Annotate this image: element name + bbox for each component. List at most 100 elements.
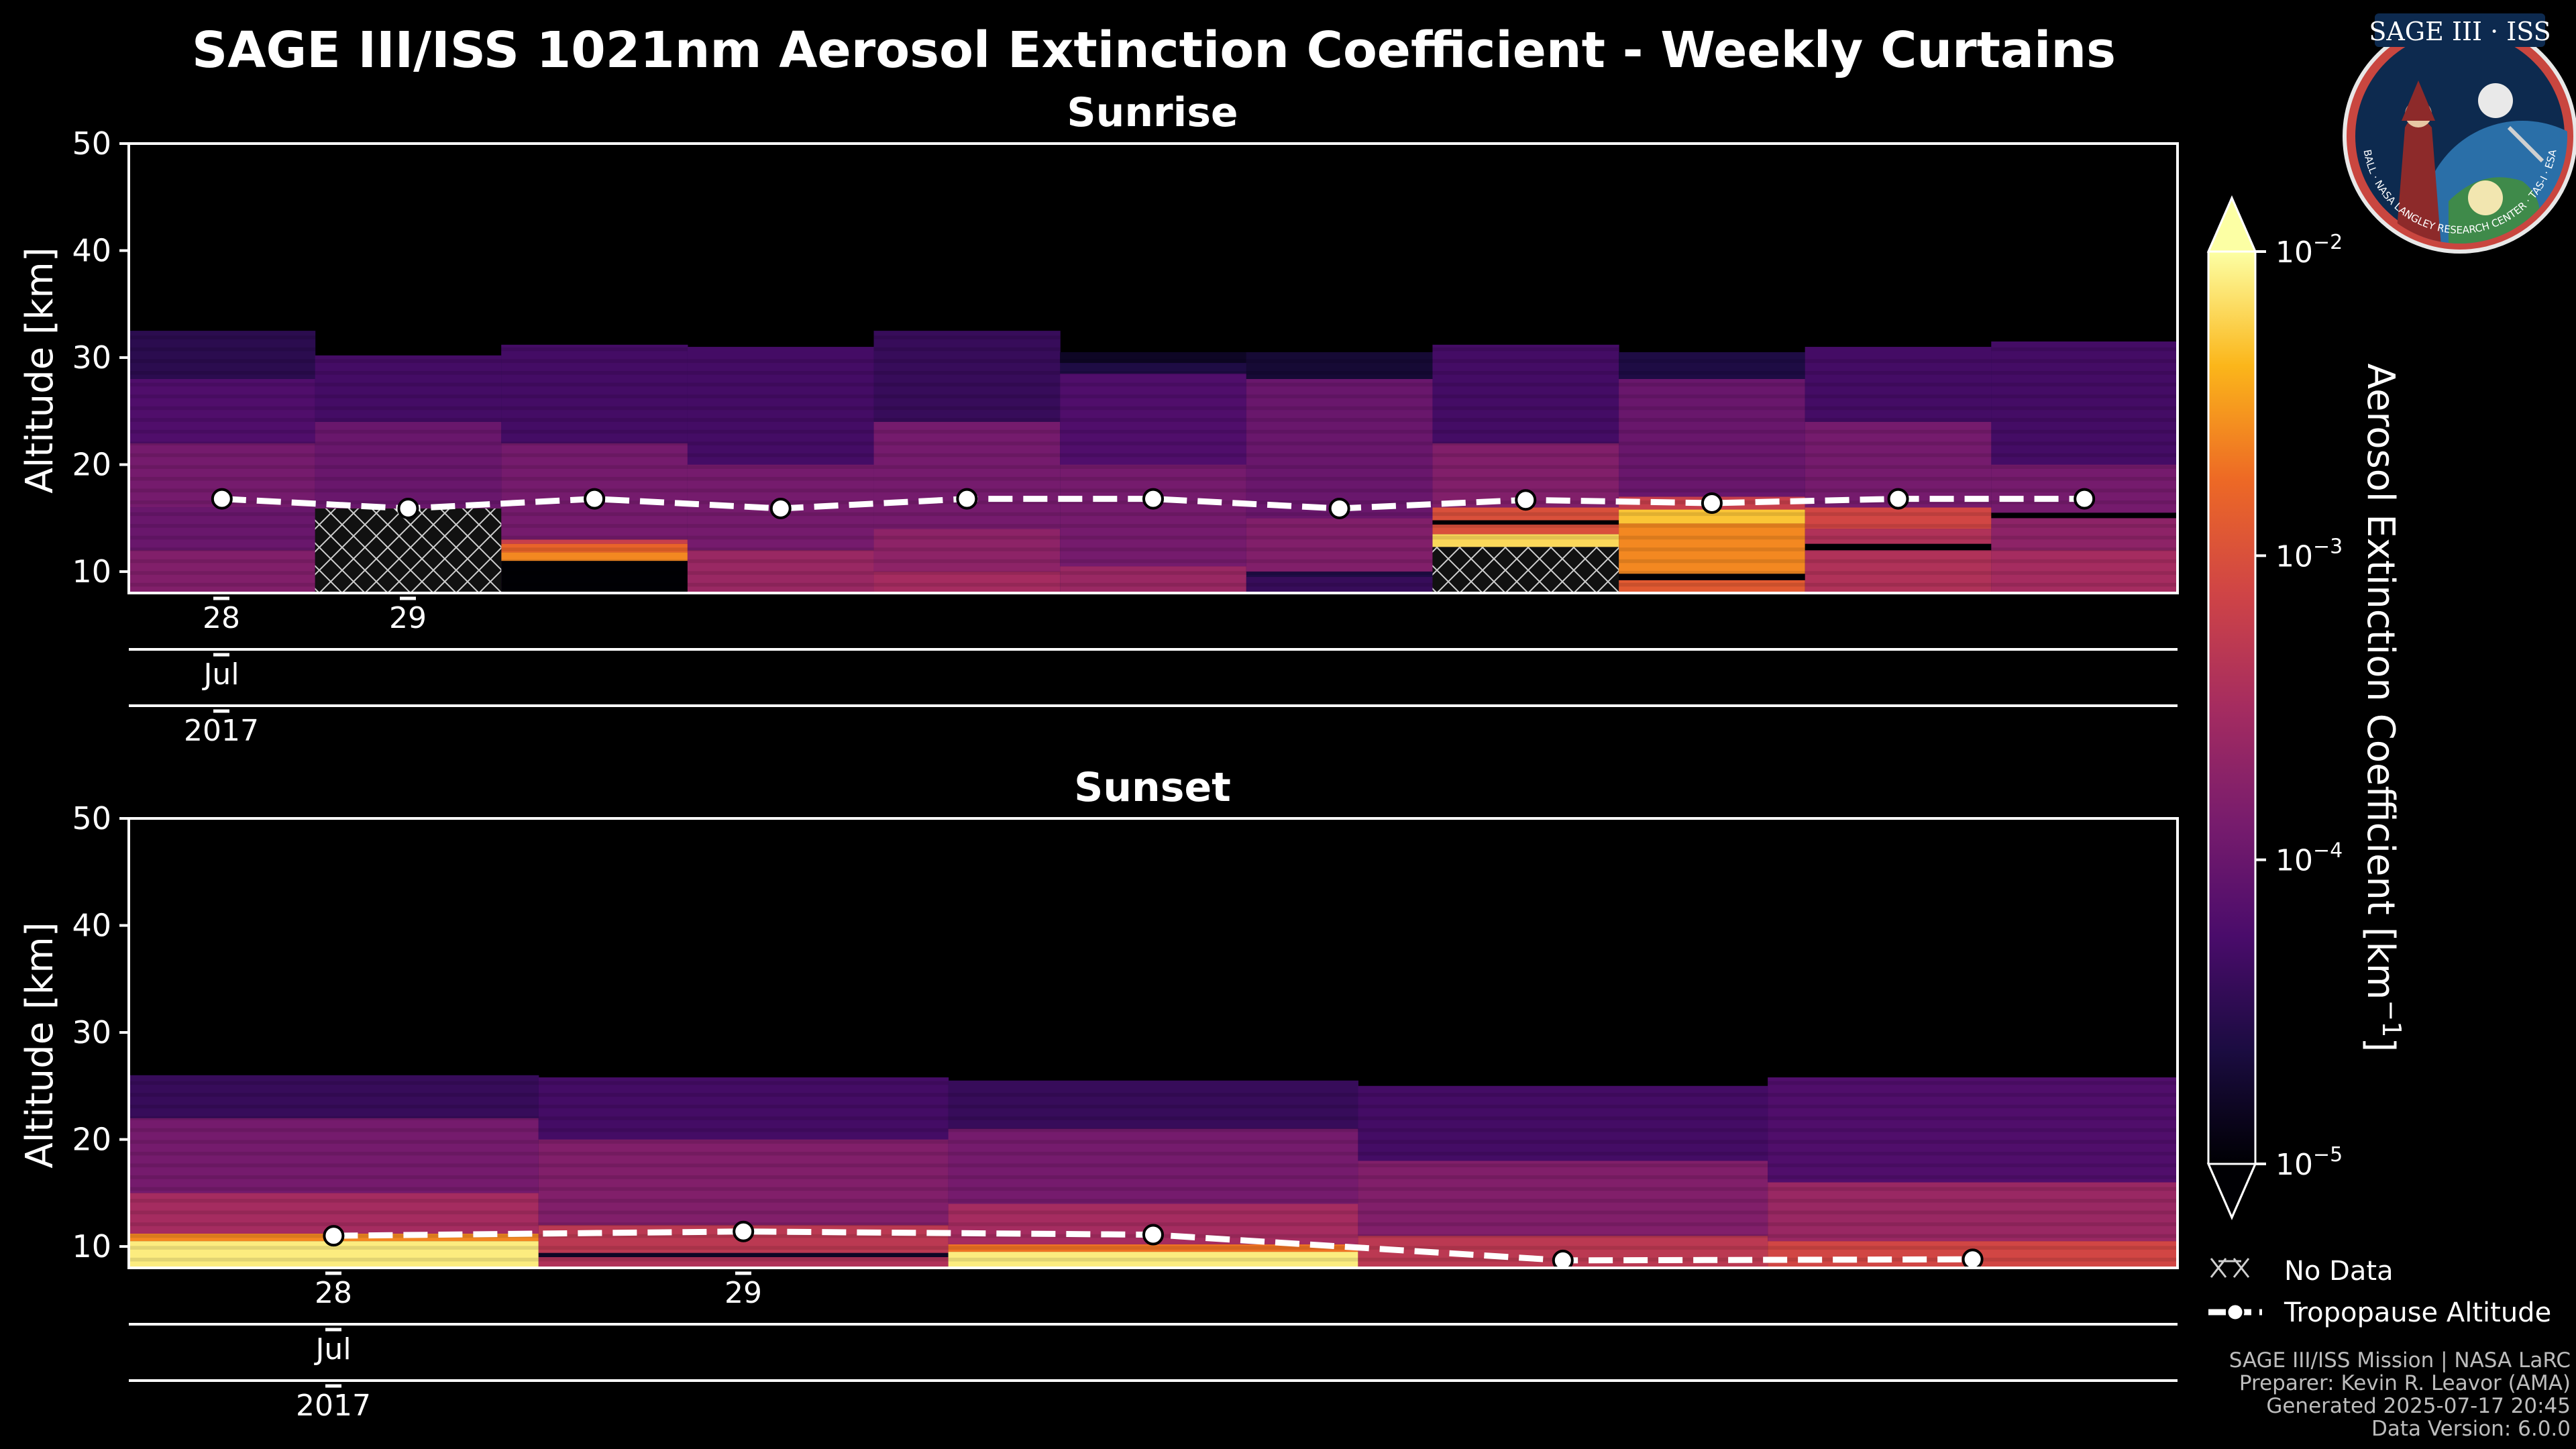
- sunrise-heatmap-cell: [1805, 529, 1992, 544]
- sunrise-heatmap-cell: [687, 550, 875, 593]
- sunset-stripe: [1358, 1140, 1768, 1144]
- sunrise-stripe: [873, 418, 1061, 422]
- sunrise-tropopause-point: [1887, 488, 1909, 510]
- sunrise-y-tick-label: 10: [72, 553, 111, 590]
- sunrise-stripe: [1805, 382, 1992, 387]
- sunrise-stripe: [1432, 441, 1619, 445]
- sunrise-stripe: [1060, 359, 1247, 364]
- sunset-stripe: [1358, 1116, 1768, 1120]
- sunrise-stripe: [1246, 535, 1433, 540]
- sunset-stripe: [1358, 1222, 1768, 1226]
- sunrise-stripe: [873, 524, 1061, 528]
- sunset-stripe: [948, 1128, 1358, 1132]
- sunrise-stripe: [1060, 547, 1247, 551]
- sunrise-stripe: [1991, 453, 2178, 458]
- sunrise-stripe: [1619, 441, 1806, 445]
- sunset-stripe: [1358, 1234, 1768, 1238]
- sunset-stripe: [129, 1210, 539, 1215]
- sunrise-stripe: [1060, 559, 1247, 564]
- sunrise-stripe: [1619, 359, 1806, 364]
- sunrise-stripe: [1805, 394, 1992, 398]
- sunrise-heatmap-cell: [1991, 341, 2178, 465]
- sunrise-heatmap-cell: [1060, 352, 1247, 364]
- sunset-heatmap-cell: [538, 1077, 949, 1140]
- sunrise-stripe: [687, 571, 875, 575]
- sunset-stripe: [948, 1140, 1358, 1144]
- sunset-heatmap-cell: [1358, 1085, 1768, 1161]
- sunrise-stripe: [1805, 453, 1992, 458]
- sunrise-heatmap-cell: [1805, 507, 1992, 529]
- sunrise-heatmap-cell: [873, 331, 1061, 422]
- sunset-stripe: [1358, 1199, 1768, 1203]
- colorbar-tick-label: 10−2: [2275, 231, 2343, 270]
- sunset-stripe: [538, 1257, 949, 1262]
- sunrise-tropopause-line: [221, 496, 2085, 512]
- sunrise-stripe: [1619, 406, 1806, 411]
- sunrise-stripe: [501, 547, 688, 551]
- sunset-stripe: [1768, 1187, 2178, 1191]
- sunrise-stripe: [687, 476, 875, 481]
- sunset-y-tick-label: 30: [72, 1014, 111, 1051]
- sunrise-stripe: [1991, 559, 2178, 564]
- sunrise-stripe: [1991, 382, 2178, 387]
- sunrise-stripe: [129, 559, 316, 564]
- sunset-stripe: [1358, 1246, 1768, 1250]
- sunrise-stripe: [1060, 429, 1247, 434]
- sunrise-stripe: [687, 524, 875, 528]
- sunset-stripe: [948, 1199, 1358, 1203]
- sunset-stripe: [948, 1246, 1358, 1250]
- sunset-stripe: [1768, 1151, 2178, 1156]
- sunset-y-axis-label: Altitude [km]: [18, 922, 62, 1168]
- sunrise-heatmap-cell: [501, 539, 688, 544]
- sunset-stripe: [1768, 1163, 2178, 1168]
- sunrise-stripe: [129, 535, 316, 540]
- sunset-y-tick-label: 10: [72, 1228, 111, 1265]
- sunrise-stripe: [1619, 535, 1806, 540]
- sunrise-stripe: [1432, 394, 1619, 398]
- sunset-year-label: 2017: [296, 1389, 371, 1423]
- sunrise-stripe: [1432, 465, 1619, 469]
- sunrise-stripe: [501, 406, 688, 411]
- sunrise-stripe: [1246, 465, 1433, 469]
- sunrise-stripe: [1060, 535, 1247, 540]
- sunrise-heatmap-cell: [687, 347, 875, 465]
- sunset-stripe: [1358, 1104, 1768, 1109]
- sunrise-heatmap-cell: [873, 572, 1061, 593]
- sunset-heatmap-cell: [948, 1080, 1358, 1129]
- sunrise-stripe: [1060, 370, 1247, 375]
- sunrise-stripe: [687, 359, 875, 364]
- sunrise-x-tick-label: 29: [389, 601, 427, 635]
- sunrise-stripe: [315, 406, 502, 411]
- sunrise-heatmap-cell: [501, 561, 688, 593]
- sunrise-heatmap-cell: [1805, 347, 1992, 422]
- sunset-heatmap-cell: [538, 1139, 949, 1226]
- sunrise-stripe: [501, 453, 688, 458]
- sunrise-stripe: [1246, 559, 1433, 564]
- sunrise-stripe: [129, 382, 316, 387]
- sunset-stripe: [538, 1116, 949, 1120]
- sunrise-stripe: [1246, 382, 1433, 387]
- sunrise-stripe: [687, 547, 875, 551]
- sunrise-stripe: [315, 370, 502, 375]
- sunrise-heatmap-cell: [1805, 550, 1992, 593]
- sunrise-stripe: [315, 359, 502, 364]
- sunrise-stripe: [1246, 488, 1433, 493]
- sunset-tropopause-point: [733, 1220, 755, 1242]
- sunrise-stripe: [1246, 394, 1433, 398]
- sunrise-stripe: [1805, 476, 1992, 481]
- sunrise-stripe: [1432, 535, 1619, 540]
- sunrise-stripe: [129, 394, 316, 398]
- sunrise-stripe: [129, 406, 316, 411]
- sunrise-stripe: [1991, 582, 2178, 587]
- sunrise-stripe: [1246, 453, 1433, 458]
- sunset-plot-frame: [127, 817, 2179, 1269]
- sunset-heatmap-cell: [948, 1244, 1358, 1252]
- sunrise-stripe: [1246, 476, 1433, 481]
- sunrise-stripe: [687, 418, 875, 422]
- sunrise-heatmap-cell: [873, 529, 1061, 572]
- sunrise-stripe: [501, 476, 688, 481]
- sunrise-stripe: [315, 441, 502, 445]
- sunrise-stripe: [873, 370, 1061, 375]
- sunset-stripe: [1358, 1163, 1768, 1168]
- colorbar-label-main: Aerosol Extinction Coefficient [km: [2359, 364, 2402, 1000]
